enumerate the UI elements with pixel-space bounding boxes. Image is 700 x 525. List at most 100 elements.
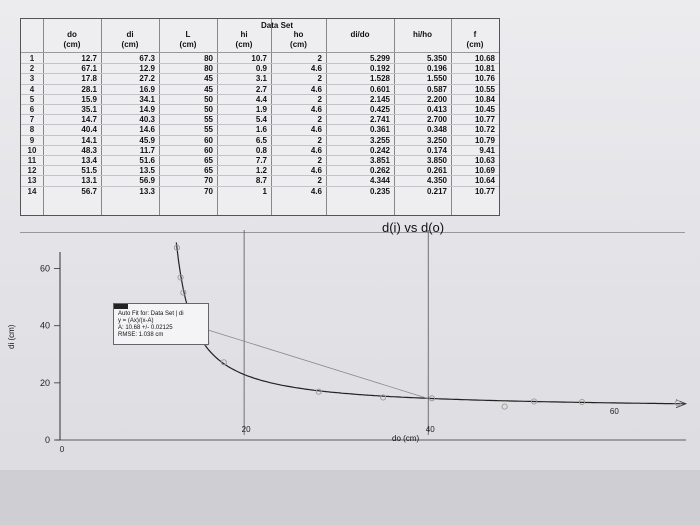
table-cell-f[interactable]: 10.68 (474, 54, 495, 63)
column-header-L[interactable]: L (185, 30, 191, 39)
table-cell-hi[interactable]: 2.7 (255, 84, 267, 94)
table-cell-hi[interactable]: 7.7 (255, 156, 267, 165)
table-cell-L[interactable]: 60 (204, 135, 213, 145)
table-cell-di[interactable]: 27.2 (139, 74, 155, 84)
row-index[interactable]: 14 (27, 186, 37, 196)
table-cell-L[interactable]: 45 (204, 74, 213, 84)
row-index[interactable]: 1 (29, 54, 35, 63)
table-cell-dido[interactable]: 2.145 (369, 94, 390, 104)
table-cell-dido[interactable]: 0.262 (369, 166, 390, 176)
table-cell-hi[interactable]: 1 (262, 186, 267, 196)
row-index[interactable]: 10 (27, 145, 37, 155)
table-cell-hi[interactable]: 3.1 (255, 74, 267, 84)
table-cell-f[interactable]: 10.64 (474, 176, 495, 186)
table-cell-hiho[interactable]: 0.261 (426, 166, 447, 176)
table-cell-ho[interactable]: 2 (317, 135, 322, 145)
table-cell-dido[interactable]: 3.851 (369, 156, 390, 165)
table-cell-ho[interactable]: 2 (317, 54, 322, 63)
row-index[interactable]: 4 (29, 84, 35, 94)
table-cell-di[interactable]: 56.9 (139, 176, 155, 186)
table-cell-f[interactable]: 10.77 (474, 115, 495, 125)
table-cell-dido[interactable]: 2.741 (369, 115, 390, 125)
table-cell-ho[interactable]: 4.6 (310, 125, 322, 135)
table-cell-f[interactable]: 10.69 (474, 166, 495, 176)
table-cell-hi[interactable]: 4.4 (255, 94, 267, 104)
table-cell-L[interactable]: 65 (204, 156, 213, 165)
row-index[interactable]: 12 (27, 166, 37, 176)
table-cell-ho[interactable]: 2 (317, 156, 322, 165)
column-header-do[interactable]: do (67, 30, 77, 39)
table-cell-L[interactable]: 55 (204, 125, 213, 135)
table-cell-L[interactable]: 55 (204, 115, 213, 125)
table-cell-L[interactable]: 45 (204, 84, 213, 94)
row-index[interactable]: 3 (29, 74, 35, 84)
row-index[interactable]: 2 (29, 64, 35, 74)
table-cell-dido[interactable]: 5.299 (369, 54, 390, 63)
table-cell-L[interactable]: 50 (204, 94, 213, 104)
fit-box-handle[interactable] (114, 304, 128, 309)
table-cell-hi[interactable]: 1.2 (255, 166, 267, 176)
row-index[interactable]: 9 (29, 135, 35, 145)
table-cell-di[interactable]: 13.5 (139, 166, 155, 176)
table-cell-dido[interactable]: 0.361 (369, 125, 390, 135)
table-cell-hi[interactable]: 0.9 (255, 64, 267, 74)
table-cell-f[interactable]: 9.41 (479, 145, 495, 155)
table-cell-di[interactable]: 11.7 (139, 145, 155, 155)
table-cell-L[interactable]: 80 (204, 64, 213, 74)
table-cell-hi[interactable]: 10.7 (251, 54, 267, 63)
table-cell-ho[interactable]: 4.6 (310, 166, 322, 176)
table-cell-hiho[interactable]: 0.348 (426, 125, 447, 135)
table-cell-do[interactable]: 28.1 (81, 84, 97, 94)
table-cell-dido[interactable]: 4.344 (369, 176, 390, 186)
column-header-hi[interactable]: hi (240, 30, 248, 39)
table-cell-hi[interactable]: 5.4 (255, 115, 267, 125)
table-cell-do[interactable]: 40.4 (81, 125, 97, 135)
table-cell-do[interactable]: 13.4 (81, 156, 97, 165)
table-cell-dido[interactable]: 0.601 (369, 84, 390, 94)
row-index[interactable]: 7 (29, 115, 35, 125)
table-cell-dido[interactable]: 0.192 (369, 64, 390, 74)
table-cell-do[interactable]: 51.5 (81, 166, 97, 176)
table-cell-do[interactable]: 14.7 (81, 115, 97, 125)
table-cell-L[interactable]: 80 (204, 54, 213, 63)
row-index[interactable]: 5 (29, 94, 35, 104)
table-cell-f[interactable]: 10.63 (474, 156, 495, 165)
table-cell-ho[interactable]: 4.6 (310, 105, 322, 114)
table-cell-di[interactable]: 14.9 (139, 105, 155, 114)
table-cell-dido[interactable]: 0.235 (369, 186, 390, 196)
table-cell-hi[interactable]: 1.9 (255, 105, 267, 114)
table-cell-do[interactable]: 13.1 (81, 176, 97, 186)
table-cell-f[interactable]: 10.81 (474, 64, 495, 74)
table-cell-hiho[interactable]: 0.196 (426, 64, 447, 74)
table-cell-dido[interactable]: 0.242 (369, 145, 390, 155)
table-cell-ho[interactable]: 4.6 (310, 186, 322, 196)
table-cell-di[interactable]: 45.9 (139, 135, 155, 145)
table-cell-ho[interactable]: 2 (317, 94, 322, 104)
row-index[interactable]: 11 (27, 156, 37, 165)
table-cell-dido[interactable]: 1.528 (369, 74, 390, 84)
table-cell-hiho[interactable]: 4.350 (426, 176, 447, 186)
table-cell-do[interactable]: 15.9 (81, 94, 97, 104)
table-cell-di[interactable]: 67.3 (139, 54, 155, 63)
column-header-ho[interactable]: ho (293, 30, 304, 39)
table-cell-hiho[interactable]: 2.200 (426, 94, 447, 104)
table-cell-do[interactable]: 17.8 (81, 74, 97, 84)
table-cell-hiho[interactable]: 3.850 (426, 156, 447, 165)
table-cell-di[interactable]: 14.6 (139, 125, 155, 135)
table-cell-hiho[interactable]: 0.217 (426, 186, 447, 196)
table-cell-ho[interactable]: 4.6 (310, 145, 322, 155)
table-cell-do[interactable]: 35.1 (81, 105, 97, 114)
auto-fit-box[interactable]: Auto Fit for: Data Set | di y = (Ax)/(x-… (113, 303, 209, 345)
table-cell-dido[interactable]: 3.255 (369, 135, 390, 145)
table-cell-do[interactable]: 14.1 (81, 135, 97, 145)
column-header-hiho[interactable]: hi/ho (412, 30, 433, 39)
table-cell-hiho[interactable]: 0.413 (426, 105, 447, 114)
table-cell-f[interactable]: 10.45 (474, 105, 495, 114)
table-cell-hi[interactable]: 0.8 (255, 145, 267, 155)
table-cell-hi[interactable]: 1.6 (255, 125, 267, 135)
row-index[interactable]: 8 (29, 125, 35, 135)
table-cell-hiho[interactable]: 0.174 (426, 145, 447, 155)
table-cell-L[interactable]: 60 (204, 145, 213, 155)
table-cell-ho[interactable]: 2 (317, 115, 322, 125)
table-cell-di[interactable]: 40.3 (139, 115, 155, 125)
